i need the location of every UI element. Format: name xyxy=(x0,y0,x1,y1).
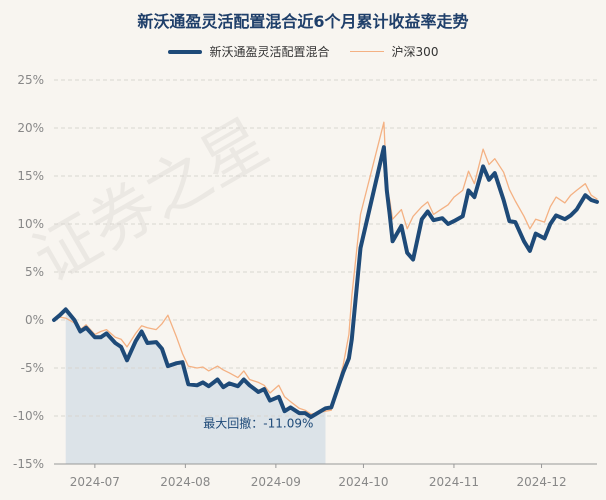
legend-label-fund: 新沃通盈灵活配置混合 xyxy=(209,45,330,59)
series-line-fund xyxy=(52,145,599,419)
legend-label-index: 沪深300 xyxy=(391,45,439,59)
chart-title: 新沃通盈灵活配置混合近6个月累计收益率走势 xyxy=(137,12,469,31)
legend-item-fund: 新沃通盈灵活配置混合 xyxy=(167,43,330,60)
y-tick-label: 25% xyxy=(17,73,44,87)
legend-item-index: 沪深300 xyxy=(349,43,439,60)
y-tick-label: -10% xyxy=(13,409,44,423)
y-tick-label: 5% xyxy=(25,265,44,279)
series-line-index xyxy=(53,121,598,415)
y-tick-label: -15% xyxy=(13,457,44,471)
legend-swatch-fund xyxy=(167,49,202,54)
y-tick-label: 20% xyxy=(17,121,44,135)
y-tick-label: 15% xyxy=(17,169,44,183)
x-tick-label: 2024-09 xyxy=(251,475,301,489)
x-tick-label: 2024-11 xyxy=(429,475,479,489)
x-tick-label: 2024-08 xyxy=(160,475,210,489)
chart-legend: 新沃通盈灵活配置混合 沪深300 xyxy=(0,43,606,60)
max-drawdown-label: 最大回撤：-11.09% xyxy=(203,416,313,431)
y-tick-label: -5% xyxy=(21,361,44,375)
legend-swatch-index xyxy=(349,50,384,53)
x-tick-label: 2024-10 xyxy=(338,475,388,489)
y-tick-label: 0% xyxy=(25,313,44,327)
x-tick-label: 2024-12 xyxy=(516,475,566,489)
x-tick-label: 2024-07 xyxy=(70,475,120,489)
y-tick-label: 10% xyxy=(17,217,44,231)
